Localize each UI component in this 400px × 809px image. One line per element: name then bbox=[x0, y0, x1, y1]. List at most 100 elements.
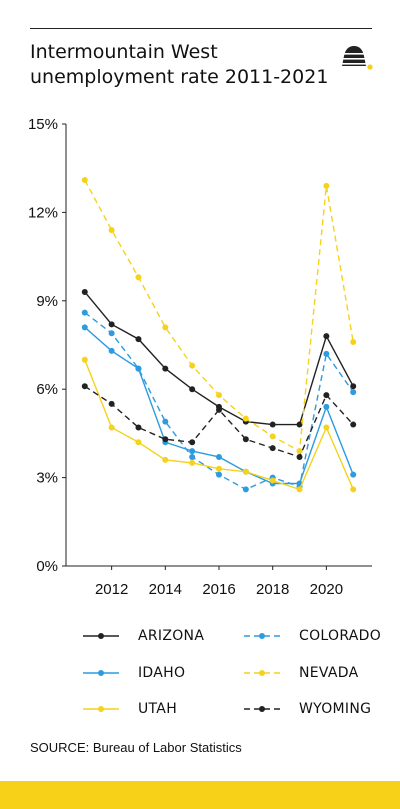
legend-swatch-utah bbox=[83, 706, 119, 712]
x-tick-label: 2018 bbox=[256, 581, 289, 598]
series-line-colorado bbox=[84, 312, 354, 491]
data-point-utah bbox=[242, 468, 249, 475]
line-chart: 0% 3% 6% 9% 12% 15% 2012 2014 2016 2018 2020 bbox=[28, 116, 372, 598]
y-tick-label: 3% bbox=[36, 470, 58, 487]
data-point-wyoming bbox=[108, 400, 115, 407]
data-point-utah bbox=[269, 477, 276, 484]
data-point-colorado bbox=[350, 389, 357, 396]
x-tick-label: 2020 bbox=[310, 581, 343, 598]
data-point-colorado bbox=[323, 350, 330, 357]
y-tick-label: 15% bbox=[28, 116, 58, 133]
data-point-arizona bbox=[189, 386, 196, 393]
data-point-utah bbox=[162, 456, 169, 463]
legend-item-idaho: IDAHO bbox=[82, 662, 185, 684]
legend-label: IDAHO bbox=[138, 665, 186, 681]
data-point-wyoming bbox=[296, 453, 303, 460]
data-point-wyoming bbox=[350, 421, 357, 428]
y-tick-label: 0% bbox=[36, 558, 58, 575]
data-point-nevada bbox=[81, 176, 88, 183]
legend-item-utah: UTAH bbox=[82, 698, 177, 720]
data-point-nevada bbox=[269, 433, 276, 440]
x-tick-label: 2016 bbox=[202, 581, 235, 598]
legend-marker bbox=[98, 706, 104, 712]
data-point-nevada bbox=[162, 324, 169, 331]
data-point-idaho bbox=[81, 324, 88, 331]
x-tick-label: 2014 bbox=[149, 581, 182, 598]
data-point-wyoming bbox=[162, 436, 169, 443]
legend-label: NEVADA bbox=[299, 665, 359, 681]
y-tick-label: 6% bbox=[36, 381, 58, 398]
legend-label: UTAH bbox=[138, 701, 178, 717]
top-rule bbox=[30, 28, 372, 29]
data-point-arizona bbox=[350, 383, 357, 390]
data-point-nevada bbox=[216, 392, 222, 399]
legend-swatch-nevada bbox=[244, 670, 280, 676]
legend-item-colorado: COLORADO bbox=[243, 625, 381, 647]
beehive-logo-icon bbox=[341, 46, 373, 70]
legend-item-wyoming: WYOMING bbox=[243, 698, 371, 720]
data-point-nevada bbox=[323, 182, 330, 189]
x-tick-label: 2012 bbox=[95, 581, 128, 598]
data-point-arizona bbox=[269, 421, 276, 428]
data-point-utah bbox=[350, 486, 357, 493]
data-point-colorado bbox=[108, 330, 115, 337]
data-point-idaho bbox=[189, 448, 196, 455]
y-tick-label: 9% bbox=[36, 293, 58, 310]
data-point-idaho bbox=[135, 365, 142, 372]
data-point-colorado bbox=[189, 453, 196, 460]
legend-marker bbox=[98, 670, 104, 676]
data-point-wyoming bbox=[189, 439, 196, 446]
legend-item-nevada: NEVADA bbox=[243, 662, 359, 684]
data-point-wyoming bbox=[323, 392, 330, 399]
data-point-arizona bbox=[296, 421, 303, 428]
data-point-utah bbox=[108, 424, 115, 431]
data-point-nevada bbox=[135, 274, 142, 281]
legend-marker bbox=[259, 706, 265, 712]
data-point-colorado bbox=[162, 418, 169, 425]
data-point-arizona bbox=[108, 321, 115, 328]
data-point-wyoming bbox=[81, 383, 88, 390]
data-point-idaho bbox=[323, 403, 330, 410]
legend-swatch-colorado bbox=[244, 633, 280, 639]
data-point-nevada bbox=[350, 339, 357, 346]
data-point-nevada bbox=[242, 415, 249, 422]
brand-bottom-bar bbox=[0, 781, 400, 809]
legend-label: COLORADO bbox=[299, 628, 382, 644]
legend-label: WYOMING bbox=[299, 701, 372, 717]
data-point-utah bbox=[323, 424, 330, 431]
data-point-idaho bbox=[216, 453, 222, 460]
data-point-colorado bbox=[242, 486, 249, 493]
legend-label: ARIZONA bbox=[138, 628, 205, 644]
data-point-arizona bbox=[323, 333, 330, 340]
data-point-idaho bbox=[350, 471, 357, 478]
data-point-wyoming bbox=[135, 424, 142, 431]
data-point-wyoming bbox=[242, 436, 249, 443]
data-point-wyoming bbox=[269, 445, 276, 452]
source-note: SOURCE: Bureau of Labor Statistics bbox=[30, 740, 242, 755]
data-point-colorado bbox=[81, 309, 88, 316]
data-point-idaho bbox=[108, 347, 115, 354]
data-point-colorado bbox=[216, 471, 222, 478]
legend-item-arizona: ARIZONA bbox=[82, 625, 204, 647]
data-point-nevada bbox=[296, 448, 303, 455]
legend-marker bbox=[98, 633, 104, 639]
data-point-arizona bbox=[135, 336, 142, 343]
legend-swatch-arizona bbox=[83, 633, 119, 639]
chart-legend: ARIZONA COLORADO IDAHO NEVADA UTAH WYOMING bbox=[0, 620, 400, 720]
data-point-arizona bbox=[81, 288, 88, 295]
series-line-wyoming bbox=[84, 385, 354, 458]
legend-swatch-wyoming bbox=[244, 706, 280, 712]
data-point-utah bbox=[216, 465, 222, 472]
data-point-nevada bbox=[189, 362, 196, 369]
data-point-wyoming bbox=[216, 406, 222, 413]
legend-marker bbox=[259, 633, 265, 639]
data-point-arizona bbox=[162, 365, 169, 372]
chart-title: Intermountain West unemployment rate 201… bbox=[30, 41, 329, 88]
data-point-utah bbox=[81, 356, 88, 363]
data-point-utah bbox=[189, 459, 196, 466]
data-point-nevada bbox=[108, 227, 115, 234]
y-tick-label: 12% bbox=[28, 204, 58, 221]
legend-swatch-idaho bbox=[83, 670, 119, 676]
legend-marker bbox=[259, 670, 265, 676]
data-point-utah bbox=[135, 439, 142, 446]
